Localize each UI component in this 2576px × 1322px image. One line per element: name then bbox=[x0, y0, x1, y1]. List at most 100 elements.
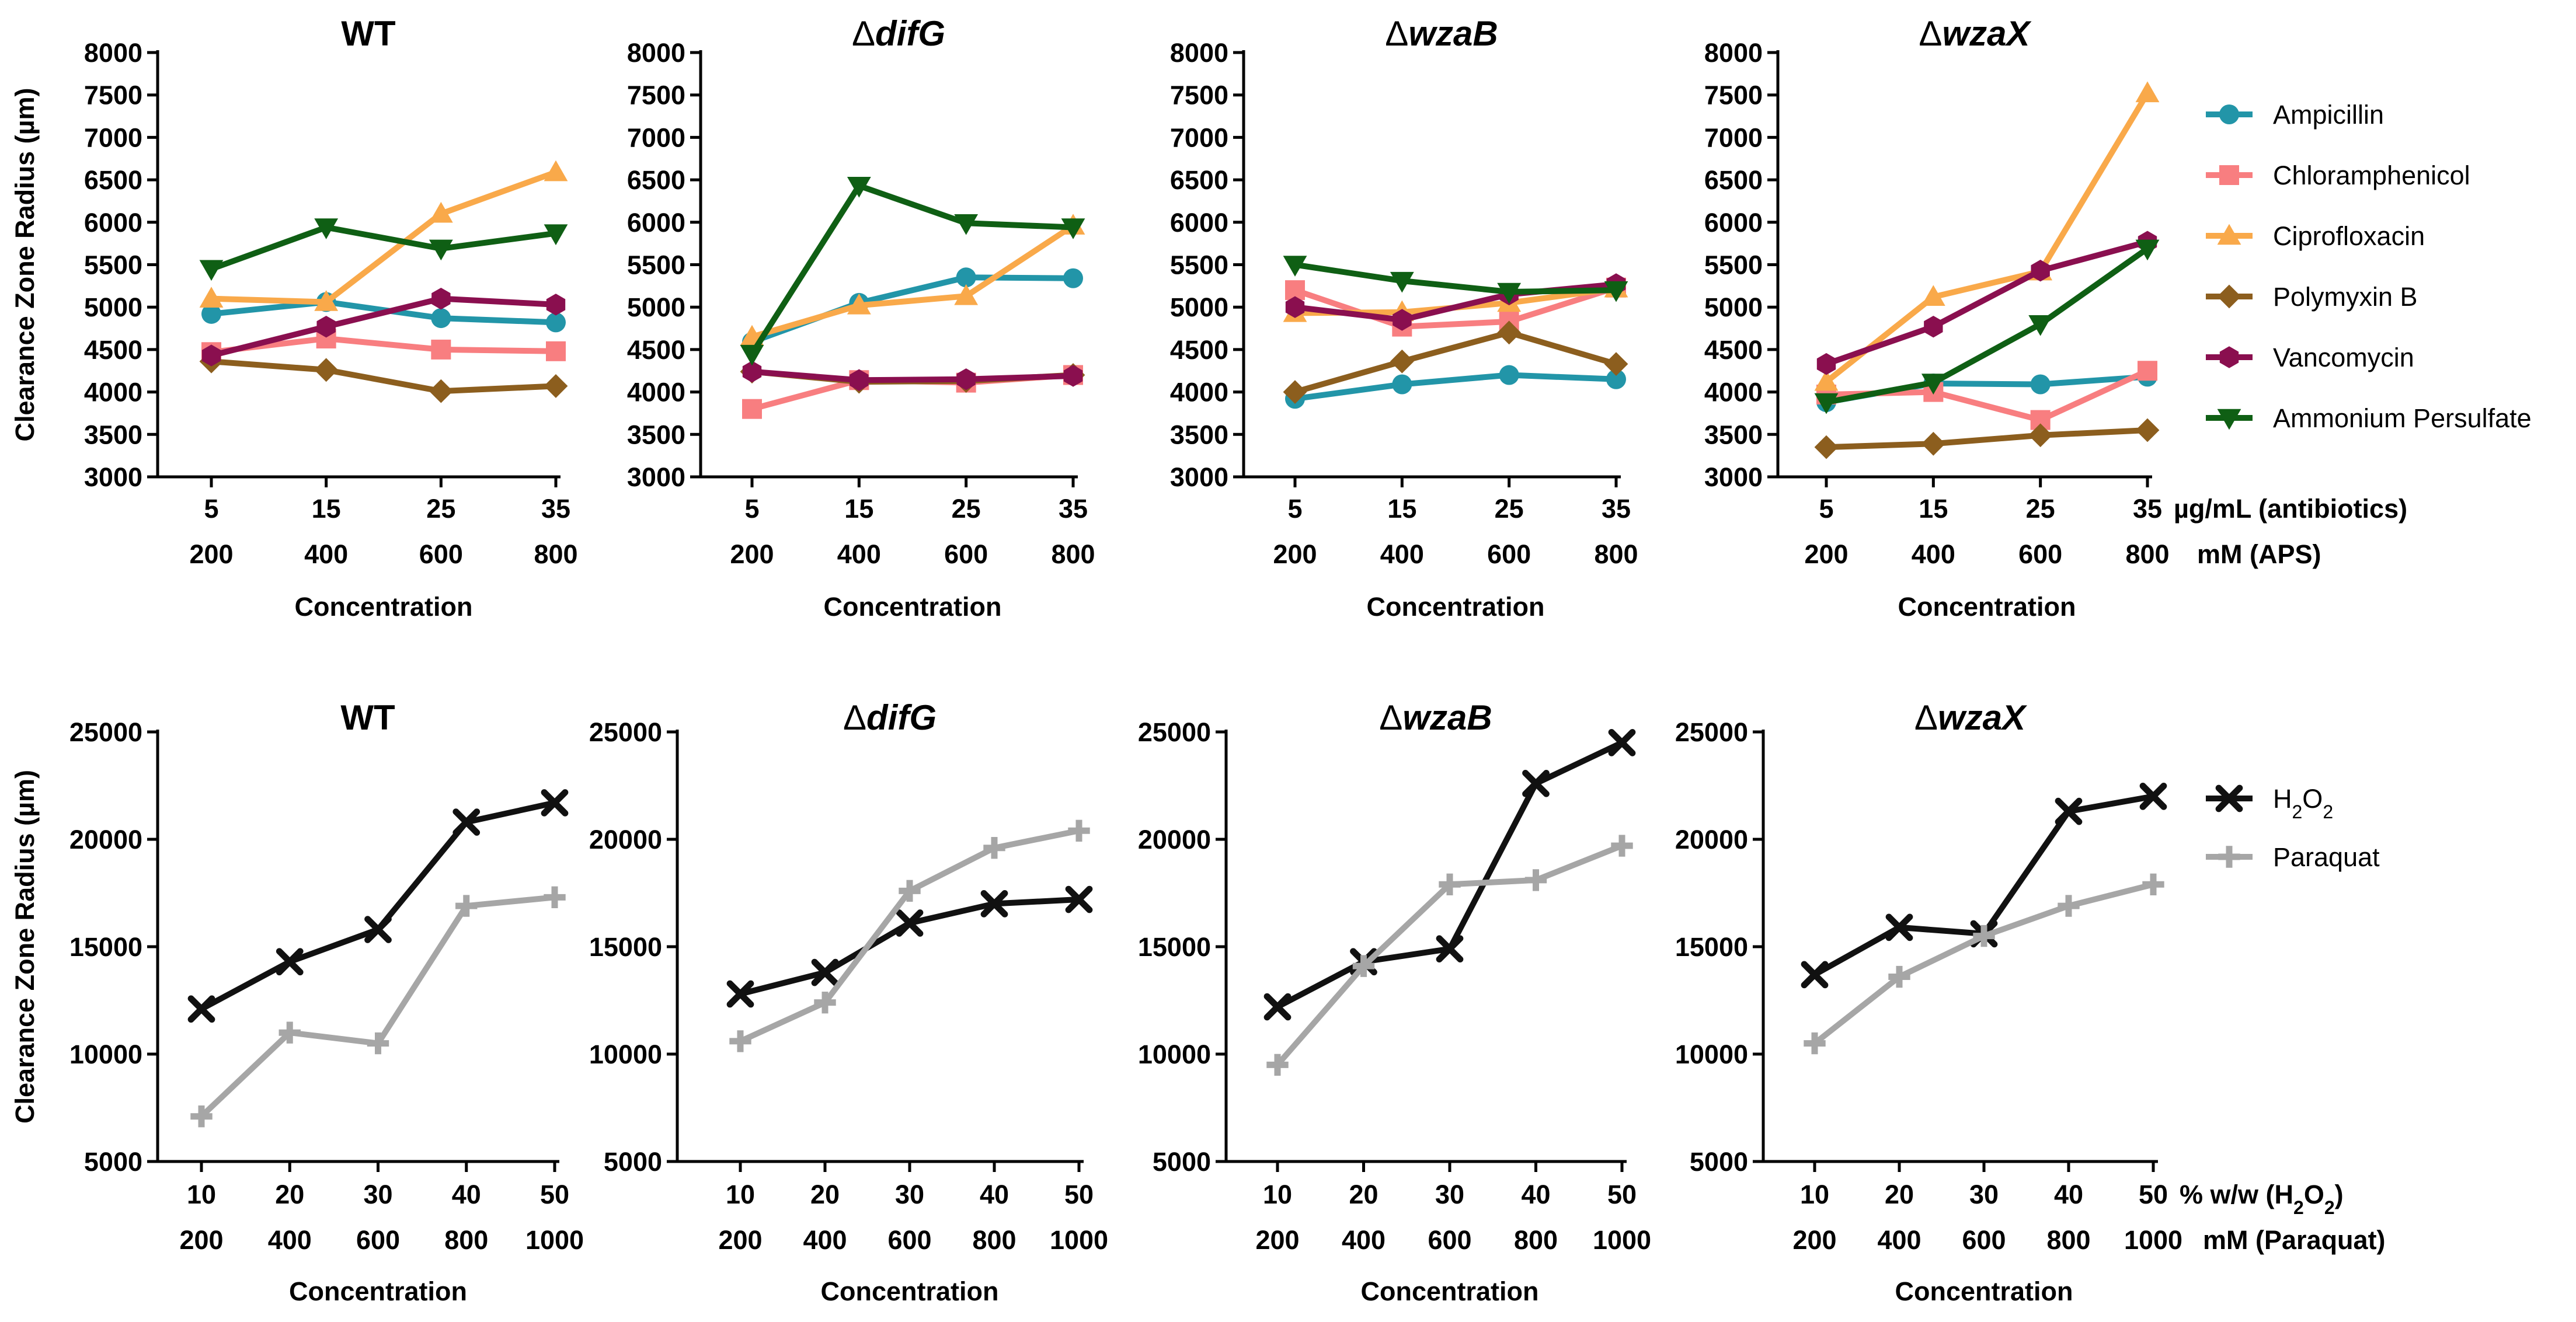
x-tick-label-primary: 20 bbox=[1349, 1180, 1378, 1209]
panel-title-prefix: Δ bbox=[852, 14, 875, 53]
data-point bbox=[541, 789, 569, 817]
data-point bbox=[1604, 281, 1628, 302]
panel-title-text: wzaX bbox=[1938, 698, 2028, 737]
legend-marker bbox=[2217, 284, 2241, 309]
x-tick-label-primary: 15 bbox=[1387, 494, 1416, 524]
x-tick-label-secondary: 400 bbox=[1912, 539, 1955, 569]
x-tick-label-primary: 10 bbox=[1800, 1180, 1829, 1209]
chart-panel: WT 3000 3500 4000 4500 5000 5500 6000 6500 7000 75… bbox=[10, 14, 578, 622]
y-tick-label: 5000 bbox=[627, 292, 685, 322]
y-tick-label: 3500 bbox=[1704, 420, 1763, 449]
panel-title: ΔwzaB bbox=[1385, 14, 1498, 53]
data-point bbox=[983, 837, 1005, 859]
panel-title-text: difG bbox=[866, 698, 937, 737]
data-point bbox=[2135, 81, 2160, 103]
legend-top: Ampicillin Chloramphenicol Ciprofloxacin Po… bbox=[2206, 100, 2532, 433]
y-axis-title: Clearance Zone Radius (µm) bbox=[10, 88, 40, 441]
series-line bbox=[751, 368, 1074, 383]
x-axis-title: Concentration bbox=[823, 592, 1001, 622]
data-point bbox=[2031, 259, 2050, 282]
data-point bbox=[314, 290, 339, 311]
data-point bbox=[1885, 913, 1913, 941]
series-line bbox=[749, 183, 1074, 355]
series-line bbox=[1294, 329, 1617, 395]
series-line bbox=[1825, 239, 2149, 367]
x-tick-label-primary: 50 bbox=[1064, 1180, 1094, 1209]
y-tick-label: 8000 bbox=[1704, 38, 1763, 68]
x-tick-label-primary: 10 bbox=[187, 1180, 216, 1209]
x-tick-label-secondary: 1000 bbox=[1050, 1225, 1108, 1255]
y-tick-label: 5500 bbox=[84, 250, 142, 280]
x-tick-label-secondary: 800 bbox=[444, 1225, 488, 1255]
series-paraquat bbox=[1266, 835, 1633, 1076]
series-line bbox=[739, 897, 1080, 997]
series-line bbox=[1826, 374, 2148, 405]
data-point bbox=[199, 287, 224, 308]
series-polymyxin-b bbox=[199, 349, 568, 403]
x-tick-label-secondary: 1000 bbox=[525, 1225, 584, 1255]
series-vancomycin bbox=[201, 287, 566, 367]
x-tick-label-primary: 30 bbox=[363, 1180, 392, 1209]
y-tick-label: 3000 bbox=[1170, 462, 1228, 492]
data-point bbox=[1263, 993, 1292, 1021]
x-tick-label-secondary: 800 bbox=[972, 1225, 1016, 1255]
panel-title-prefix: Δ bbox=[1385, 14, 1408, 53]
legend-marker bbox=[2218, 846, 2240, 868]
data-point bbox=[2135, 239, 2160, 261]
text-part: Paraquat bbox=[2273, 842, 2380, 872]
text-part: H bbox=[2273, 784, 2292, 814]
x-tick-label-secondary: 1000 bbox=[1593, 1225, 1651, 1255]
data-point bbox=[1497, 320, 1522, 345]
y-tick-label: 5000 bbox=[1153, 1147, 1211, 1177]
y-tick-label: 4500 bbox=[1170, 335, 1228, 365]
chart-panel: ΔdifG 3000 3500 4000 4500 5000 5500 6000 6500 700… bbox=[627, 14, 1095, 622]
data-point bbox=[2135, 418, 2160, 442]
y-tick-label: 15000 bbox=[1675, 932, 1748, 962]
y-tick-label: 6500 bbox=[84, 165, 142, 195]
legend-label: Vancomycin bbox=[2273, 343, 2414, 372]
series-paraquat bbox=[1804, 873, 2164, 1055]
y-tick-label: 20000 bbox=[1138, 825, 1211, 854]
data-point bbox=[954, 214, 979, 235]
x-tick-label-secondary: 400 bbox=[268, 1225, 312, 1255]
data-point bbox=[316, 315, 336, 338]
x-tick-label-primary: 25 bbox=[1495, 494, 1524, 524]
data-point bbox=[1285, 296, 1305, 318]
x-tick-label-primary: 15 bbox=[312, 494, 341, 524]
data-point bbox=[546, 341, 566, 361]
series-line bbox=[751, 274, 1074, 345]
x-tick-label-primary: 20 bbox=[275, 1180, 304, 1209]
series-line bbox=[210, 224, 556, 272]
y-tick-label: 3000 bbox=[1704, 462, 1763, 492]
data-point bbox=[199, 260, 224, 281]
x-tick-label-primary: 5 bbox=[1819, 494, 1833, 524]
data-point bbox=[2139, 783, 2167, 810]
data-point bbox=[314, 358, 339, 382]
data-point bbox=[850, 369, 869, 391]
data-point bbox=[429, 239, 453, 261]
x-axis-title: Concentration bbox=[294, 592, 472, 622]
x-tick-label-primary: 25 bbox=[2026, 494, 2055, 524]
x-tick-label-secondary: 800 bbox=[2046, 1225, 2090, 1255]
data-point bbox=[1611, 835, 1633, 857]
data-point bbox=[1390, 271, 1414, 293]
series-h2o2 bbox=[187, 789, 569, 1023]
y-tick-label: 7500 bbox=[84, 81, 142, 110]
x-tick-label-secondary: 600 bbox=[2018, 539, 2062, 569]
y-tick-label: 3500 bbox=[627, 420, 685, 449]
text-part: 2 bbox=[2293, 1197, 2304, 1218]
x-tick-label-secondary: 600 bbox=[356, 1225, 400, 1255]
x-axis-title: Concentration bbox=[1360, 1276, 1538, 1306]
series-line bbox=[1294, 372, 1617, 402]
legend-marker bbox=[2217, 409, 2241, 430]
series-polymyxin-b bbox=[1814, 418, 2160, 459]
panel-title: ΔdifG bbox=[852, 14, 945, 53]
y-tick-label: 10000 bbox=[69, 1040, 142, 1069]
data-point bbox=[187, 995, 215, 1023]
data-point bbox=[546, 294, 566, 316]
data-point bbox=[431, 308, 451, 329]
legend-item: Polymyxin B bbox=[2206, 282, 2418, 312]
panel-title-text: wzaX bbox=[1943, 14, 2032, 53]
y-tick-label: 3000 bbox=[627, 462, 685, 492]
y-tick-label: 3500 bbox=[84, 420, 142, 449]
